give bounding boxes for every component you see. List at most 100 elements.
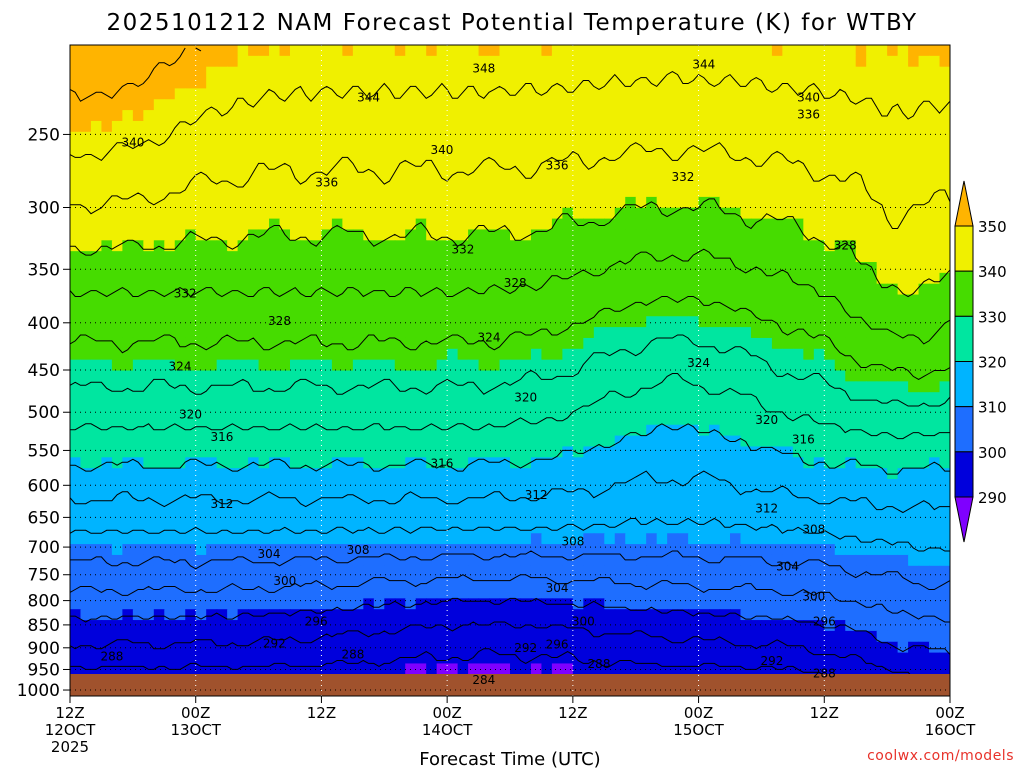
theta-cell <box>740 45 752 57</box>
theta-cell <box>310 316 323 328</box>
theta-cell <box>143 522 155 534</box>
theta-cell <box>740 110 752 122</box>
theta-cell <box>887 370 899 382</box>
theta-cell <box>101 392 113 404</box>
theta-cell <box>771 468 783 480</box>
theta-cell <box>572 164 584 176</box>
theta-cell <box>342 522 354 534</box>
theta-cell <box>185 565 197 578</box>
theta-cell <box>373 153 385 165</box>
theta-cell <box>709 77 721 89</box>
theta-cell <box>677 533 689 545</box>
theta-cell <box>551 207 563 220</box>
theta-cell <box>174 55 186 68</box>
theta-cell <box>216 392 228 404</box>
theta-cell <box>604 316 616 328</box>
theta-cell <box>122 45 134 57</box>
theta-cell <box>468 446 480 458</box>
theta-cell <box>426 587 438 599</box>
theta-cell <box>405 305 417 317</box>
theta-cell <box>300 533 312 545</box>
theta-cell <box>447 120 459 133</box>
theta-cell <box>761 240 773 252</box>
theta-cell <box>625 131 637 144</box>
theta-cell <box>939 186 950 198</box>
theta-cell <box>300 305 312 317</box>
theta-cell <box>520 511 532 523</box>
theta-cell <box>457 305 469 317</box>
theta-cell <box>426 620 438 632</box>
theta-cell <box>237 370 249 382</box>
theta-cell <box>876 240 888 252</box>
theta-cell <box>122 283 134 296</box>
theta-cell <box>90 446 103 458</box>
theta-cell <box>520 305 532 317</box>
theta-cell <box>394 348 406 361</box>
theta-cell <box>876 55 888 68</box>
theta-cell <box>677 316 689 328</box>
theta-cell <box>593 55 605 68</box>
theta-cell <box>803 196 815 209</box>
theta-cell <box>792 120 804 133</box>
theta-cell <box>761 565 773 578</box>
theta-cell <box>143 479 155 491</box>
theta-cell <box>918 316 930 328</box>
theta-cell <box>426 55 438 68</box>
theta-cell <box>750 576 763 589</box>
theta-cell <box>164 576 176 589</box>
theta-cell <box>730 424 742 437</box>
theta-cell <box>929 348 941 361</box>
theta-cell <box>562 392 574 404</box>
theta-cell <box>206 88 218 100</box>
theta-cell <box>614 598 626 610</box>
theta-cell <box>677 554 689 567</box>
theta-cell <box>520 468 532 480</box>
theta-cell <box>614 413 626 426</box>
theta-cell <box>489 424 501 437</box>
theta-cell <box>750 468 763 480</box>
theta-cell <box>363 175 375 187</box>
theta-cell <box>656 283 668 296</box>
theta-cell <box>635 479 647 491</box>
theta-cell <box>426 99 438 111</box>
theta-cell <box>321 641 333 654</box>
theta-cell <box>929 305 941 317</box>
theta-cell <box>195 446 207 458</box>
theta-cell <box>866 175 878 187</box>
theta-cell <box>342 153 354 165</box>
theta-cell <box>436 370 448 382</box>
theta-cell <box>730 403 742 415</box>
theta-cell <box>153 446 165 458</box>
theta-cell <box>258 305 270 317</box>
theta-cell <box>436 186 448 198</box>
theta-cell <box>342 131 354 144</box>
theta-cell <box>279 99 291 111</box>
theta-cell <box>185 153 197 165</box>
theta-cell <box>436 424 448 437</box>
theta-cell <box>593 620 605 632</box>
theta-cell <box>656 511 668 523</box>
theta-cell <box>352 403 364 415</box>
theta-cell <box>290 164 302 176</box>
theta-cell <box>269 77 281 89</box>
theta-cell <box>426 77 438 89</box>
theta-cell <box>258 196 270 209</box>
theta-cell <box>90 305 103 317</box>
theta-cell <box>111 218 123 231</box>
theta-cell <box>499 251 511 263</box>
theta-cell <box>468 164 480 176</box>
theta-cell <box>520 337 532 350</box>
theta-cell <box>321 55 333 68</box>
theta-cell <box>269 479 281 491</box>
theta-cell <box>352 229 364 241</box>
theta-cell <box>227 207 239 220</box>
theta-cell <box>939 294 950 306</box>
theta-cell <box>436 576 448 589</box>
theta-cell <box>436 446 448 458</box>
theta-cell <box>321 576 333 589</box>
theta-cell <box>80 142 92 155</box>
theta-cell <box>635 381 647 393</box>
theta-cell <box>122 403 134 415</box>
theta-cell <box>887 457 899 469</box>
theta-cell <box>688 533 700 545</box>
